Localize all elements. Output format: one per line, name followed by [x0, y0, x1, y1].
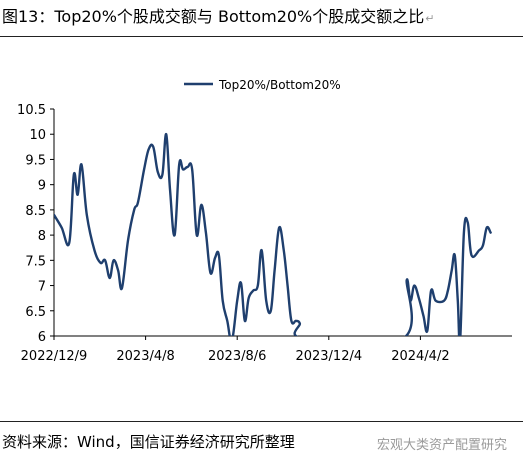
x-axis: 2022/12/9 2023/4/8 2023/8/6 2023/12/4 2024/4…	[21, 335, 512, 364]
source-note: 资料来源：Wind，国信证券经济研究所整理	[2, 433, 295, 451]
line-chart: Top20%/Bottom20% 66.577.588.599.51010.5 …	[17, 78, 512, 364]
legend-label: Top20%/Bottom20%	[218, 78, 341, 92]
y-tick-label: 7	[38, 280, 46, 295]
x-tick-label: 2024/4/2	[391, 349, 449, 364]
x-tick-label: 2023/12/4	[295, 349, 362, 364]
x-tick-label: 2022/12/9	[21, 349, 88, 364]
legend: Top20%/Bottom20%	[184, 78, 341, 92]
y-tick-label: 7.5	[25, 254, 46, 269]
y-tick-label: 6	[38, 330, 46, 345]
figure-title-bar: 图13：Top20%个股成交额与 Bottom20%个股成交额之比↵	[0, 0, 523, 37]
x-tick-label: 2023/8/6	[208, 349, 266, 364]
y-axis: 6 6.5 7 7.5 8 8.5 9 9.5 10 10.5	[17, 103, 55, 345]
watermark: 宏观大类资产配置研究	[376, 438, 507, 453]
x-tick-label: 2023/4/8	[116, 349, 174, 364]
y-tick-label: 6.5	[25, 305, 46, 320]
series-line-top20-bottom20	[54, 133, 492, 336]
y-tick-label: 9.5	[25, 153, 46, 168]
plot-area	[54, 133, 492, 336]
y-tick-label: 10	[29, 128, 46, 143]
y-tick-label: 8	[38, 229, 46, 244]
paragraph-mark-icon: ↵	[425, 12, 435, 25]
y-tick-label: 10.5	[17, 103, 46, 118]
figure-title: 图13：Top20%个股成交额与 Bottom20%个股成交额之比↵	[2, 6, 434, 30]
y-tick-label: 9	[38, 179, 46, 194]
figure-title-text: 图13：Top20%个股成交额与 Bottom20%个股成交额之比	[2, 7, 425, 26]
figure-footer: 资料来源：Wind，国信证券经济研究所整理 宏观大类资产配置研究	[0, 421, 523, 465]
y-tick-label: 8.5	[25, 204, 46, 219]
